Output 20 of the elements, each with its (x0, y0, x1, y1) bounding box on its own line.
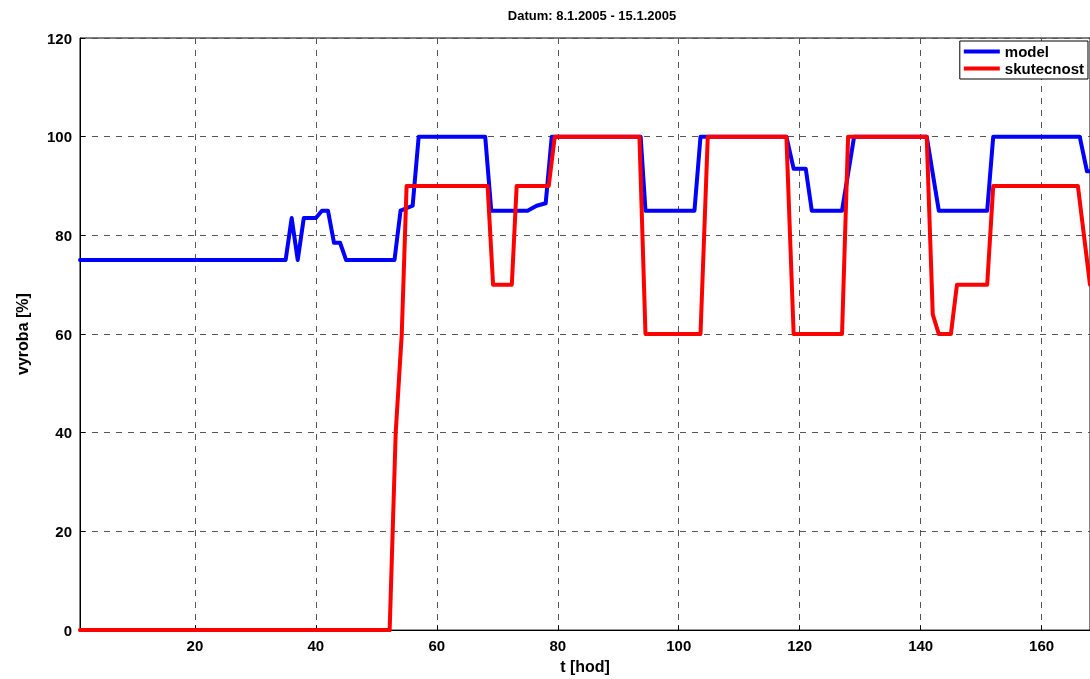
legend-label: model (1004, 43, 1049, 60)
y-tick-label: 40 (55, 424, 72, 442)
x-tick-label: 60 (428, 637, 446, 655)
y-tick-label: 60 (55, 325, 72, 343)
x-axis-title: t [hod] (560, 657, 610, 675)
x-tick-label: 120 (787, 637, 813, 655)
legend-label: skutecnost (1004, 60, 1085, 77)
y-tick-label: 120 (46, 29, 72, 47)
x-tick-label: 100 (666, 637, 692, 655)
y-axis-title: vyroba [%] (13, 293, 31, 375)
x-tick-label: 160 (1029, 637, 1055, 655)
x-tick-label: 80 (549, 637, 567, 655)
x-tick-label: 140 (908, 637, 934, 655)
y-tick-label: 0 (63, 621, 72, 639)
x-tick-label: 40 (307, 637, 325, 655)
y-tick-label: 80 (55, 226, 72, 244)
y-tick-label: 20 (55, 522, 72, 540)
x-tick-label: 20 (186, 637, 204, 655)
y-tick-label: 100 (46, 128, 72, 146)
chart-title: Datum: 8.1.2005 - 15.1.2005 (507, 8, 677, 23)
